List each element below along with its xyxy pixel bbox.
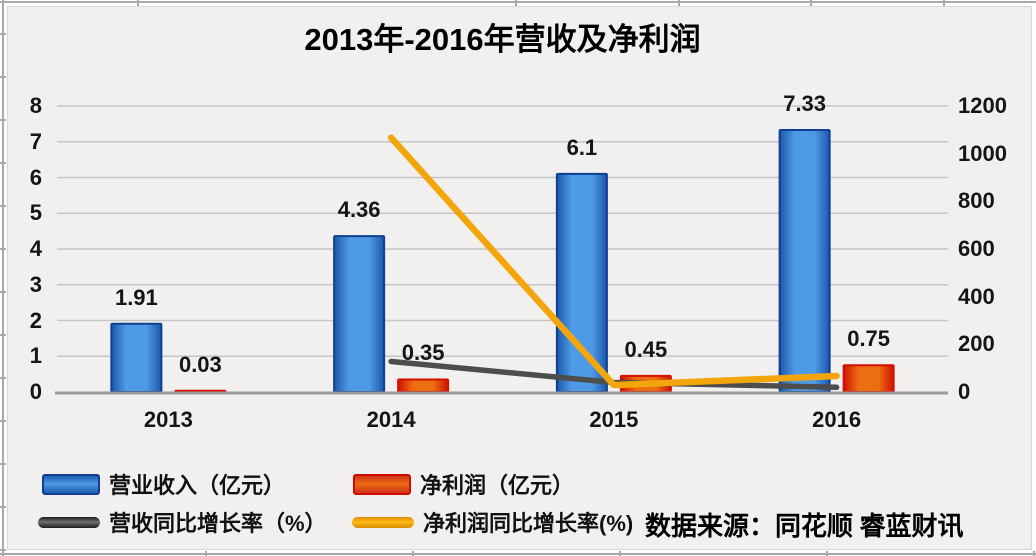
bar-revenue-2014 [333, 235, 386, 393]
sheet-tick-left-8 [0, 377, 6, 379]
sheet-tick-left-2 [0, 119, 6, 121]
legend-item-revenue-growth: 营收同比增长率（%） [38, 506, 327, 538]
category-label-2013: 2013 [143, 407, 193, 432]
sheet-tick-top-4 [943, 0, 945, 6]
data-label-revenue-2014: 4.36 [337, 197, 381, 223]
data-label-profit-2013: 0.03 [178, 351, 222, 377]
sheet-tick-top-2 [678, 0, 680, 6]
bar-revenue-2015 [555, 172, 608, 393]
sheet-tick-left-0 [0, 33, 6, 35]
sheet-gridline-left [2, 0, 4, 556]
sheet-tick-left-4 [0, 205, 6, 207]
left-axis-tick-7: 7 [29, 128, 42, 154]
legend-item-revenue: 营业收入（亿元） [42, 468, 285, 500]
sheet-tick-bottom-4 [1033, 551, 1035, 556]
sheet-tick-left-9 [0, 420, 6, 422]
sheet-tick-top-3 [810, 0, 812, 6]
legend-label-profit-growth: 净利润同比增长率(%) [423, 511, 634, 536]
revenue-growth-line-swatch-icon [38, 516, 100, 528]
right-axis-tick-800: 800 [958, 188, 995, 214]
sheet-tick-left-6 [0, 291, 6, 293]
left-axis-tick-4: 4 [29, 236, 42, 261]
sheet-tick-left-1 [0, 76, 6, 78]
right-axis-tick-1000: 1000 [958, 140, 1007, 166]
data-source-note: 数据来源：同花顺 睿蓝财讯 [645, 512, 964, 541]
bar-profit-2016 [842, 364, 895, 393]
sheet-tick-top-0 [137, 0, 139, 6]
sheet-tick-left-3 [0, 162, 6, 164]
sheet-tick-bottom-0 [205, 551, 207, 556]
left-axis-tick-6: 6 [29, 164, 42, 190]
profit-growth-line-swatch-icon [352, 516, 414, 528]
data-label-profit-2016: 0.75 [847, 326, 891, 352]
data-label-revenue-2015: 6.1 [566, 134, 598, 160]
data-label-revenue-2013: 1.91 [114, 284, 158, 310]
sheet-tick-left-12 [0, 549, 6, 551]
legend-label-profit: 净利润（亿元） [420, 473, 575, 498]
sheet-gridline-top [0, 1, 1036, 3]
sheet-tick-left-5 [0, 248, 6, 250]
bar-profit-2014 [397, 378, 450, 393]
right-axis-tick-1200: 1200 [958, 93, 1007, 118]
data-label-profit-2014: 0.35 [401, 340, 445, 366]
data-label-revenue-2016: 7.33 [783, 90, 827, 116]
category-label-2014: 2014 [366, 407, 416, 432]
sheet-tick-top-1 [515, 0, 517, 6]
legend-label-revenue: 营业收入（亿元） [109, 473, 286, 498]
revenue-bar-swatch-icon [42, 473, 100, 495]
chart-title: 2013年-2016年营收及净利润 [304, 22, 701, 57]
bar-revenue-2016 [778, 128, 831, 393]
sheet-tick-bottom-2 [619, 551, 621, 556]
bar-revenue-2013 [110, 322, 163, 393]
legend-label-revenue-growth: 营收同比增长率（%） [109, 511, 327, 536]
right-axis-tick-0: 0 [958, 379, 971, 404]
right-axis-tick-200: 200 [958, 331, 995, 357]
sheet-tick-bottom-1 [412, 551, 414, 556]
legend-item-profit-growth: 净利润同比增长率(%) [352, 506, 633, 538]
sheet-tick-left-11 [0, 506, 6, 508]
left-axis-tick-8: 8 [29, 93, 42, 118]
sheet-gridline-bottom [0, 553, 1036, 555]
sheet-tick-left-7 [0, 334, 6, 336]
legend-item-profit: 净利润（亿元） [353, 468, 574, 500]
right-axis-tick-400: 400 [958, 283, 995, 309]
profit-bar-swatch-icon [353, 473, 411, 495]
left-axis-tick-3: 3 [29, 271, 42, 297]
sheet-tick-left-10 [0, 463, 6, 465]
profit-growth-line [387, 134, 840, 389]
category-label-2016: 2016 [812, 407, 862, 432]
sheet-tick-bottom-3 [826, 551, 828, 556]
left-axis-tick-5: 5 [29, 200, 42, 226]
category-label-2015: 2015 [589, 407, 639, 432]
left-axis-tick-0: 0 [29, 379, 42, 404]
left-axis-tick-2: 2 [29, 307, 42, 333]
data-label-profit-2015: 0.45 [624, 336, 668, 362]
left-axis-tick-1: 1 [29, 343, 42, 369]
right-axis-tick-600: 600 [958, 236, 995, 261]
